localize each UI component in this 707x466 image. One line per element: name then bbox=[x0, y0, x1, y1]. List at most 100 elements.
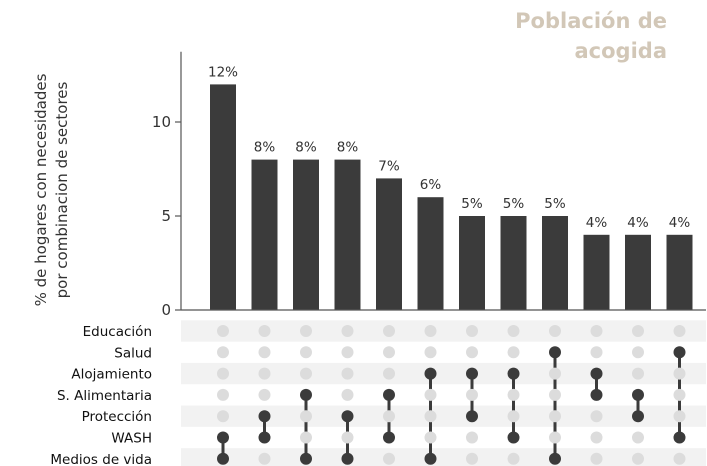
matrix-dot-active bbox=[549, 452, 561, 465]
matrix-dot-active bbox=[507, 367, 520, 380]
set-label: Educación bbox=[83, 324, 152, 340]
bar-value-label: 5% bbox=[503, 196, 525, 212]
matrix-dot-inactive bbox=[549, 325, 561, 337]
set-label: Salud bbox=[114, 345, 152, 361]
matrix-dot-inactive bbox=[507, 410, 520, 423]
bar-value-label: 4% bbox=[586, 215, 608, 231]
set-label: Medios de vida bbox=[50, 452, 152, 466]
matrix-dot-inactive bbox=[341, 388, 354, 401]
bar bbox=[542, 216, 568, 310]
matrix-dot-inactive bbox=[632, 346, 644, 359]
matrix-dot-inactive bbox=[258, 367, 271, 380]
matrix-dot-inactive bbox=[300, 367, 312, 380]
matrix-dot-inactive bbox=[466, 388, 478, 401]
matrix-dot-inactive bbox=[507, 325, 520, 337]
bars-group bbox=[210, 84, 693, 311]
matrix-dot-inactive bbox=[258, 325, 271, 337]
matrix-dot-active bbox=[258, 431, 271, 444]
matrix-dot-inactive bbox=[217, 410, 229, 423]
matrix-dot-inactive bbox=[300, 346, 312, 359]
matrix-dot-inactive bbox=[673, 325, 686, 337]
matrix-dot-inactive bbox=[424, 346, 437, 359]
matrix-dot-inactive bbox=[632, 325, 644, 337]
matrix-dot-inactive bbox=[341, 431, 354, 444]
set-label: Alojamiento bbox=[71, 367, 152, 383]
matrix-dot-inactive bbox=[300, 431, 312, 444]
matrix-dot-inactive bbox=[383, 346, 395, 359]
matrix-dot-active bbox=[466, 410, 478, 423]
matrix-dot-inactive bbox=[217, 346, 229, 359]
bar bbox=[334, 159, 361, 310]
bar bbox=[625, 234, 651, 310]
y-axis-label-line-1: % de hogares con necesidades bbox=[32, 73, 50, 306]
set-label: WASH bbox=[111, 431, 152, 447]
matrix-dot-inactive bbox=[258, 388, 271, 401]
matrix-dot-active bbox=[258, 410, 271, 423]
y-tick-label: 5 bbox=[161, 207, 171, 225]
bar-value-label: 12% bbox=[208, 64, 238, 80]
matrix-dot-active bbox=[673, 431, 686, 444]
bar bbox=[500, 216, 527, 310]
y-axis-label-line-2: por combinacion de sectores bbox=[53, 81, 71, 298]
matrix-dot-active bbox=[383, 431, 395, 444]
bar-value-label: 7% bbox=[378, 158, 400, 174]
bar bbox=[210, 84, 236, 311]
matrix-dot-inactive bbox=[466, 452, 478, 465]
chart-title-line-1: Población de bbox=[515, 9, 667, 33]
matrix-dot-inactive bbox=[383, 325, 395, 337]
matrix-stripes bbox=[181, 320, 706, 466]
matrix-dot-inactive bbox=[383, 367, 395, 380]
matrix-dot-active bbox=[632, 388, 644, 401]
matrix-dot-active bbox=[424, 367, 437, 380]
matrix-dot-inactive bbox=[424, 431, 437, 444]
chart-title: Población de acogida bbox=[447, 6, 667, 66]
matrix-dot-inactive bbox=[673, 452, 686, 465]
matrix-dot-active bbox=[383, 388, 395, 401]
matrix-dot-inactive bbox=[549, 410, 561, 423]
matrix-stripe bbox=[181, 362, 706, 385]
matrix-dot-inactive bbox=[383, 452, 395, 465]
matrix-stripe bbox=[181, 448, 706, 466]
matrix-dot-inactive bbox=[341, 367, 354, 380]
matrix-dot-inactive bbox=[673, 410, 686, 423]
matrix-dot-inactive bbox=[632, 367, 644, 380]
bar-value-label: 4% bbox=[627, 215, 649, 231]
matrix-group bbox=[217, 325, 686, 465]
bar bbox=[376, 178, 402, 310]
matrix-dot-inactive bbox=[258, 346, 271, 359]
matrix-dot-inactive bbox=[466, 346, 478, 359]
matrix-dot-inactive bbox=[383, 410, 395, 423]
chart-title-line-2: acogida bbox=[574, 39, 667, 63]
matrix-dot-inactive bbox=[341, 346, 354, 359]
bar bbox=[459, 216, 485, 310]
matrix-dot-inactive bbox=[507, 452, 520, 465]
matrix-dot-active bbox=[300, 452, 312, 465]
matrix-dot-inactive bbox=[507, 346, 520, 359]
matrix-dot-inactive bbox=[632, 452, 644, 465]
y-tick-label: 10 bbox=[152, 113, 171, 131]
bar bbox=[666, 234, 693, 310]
matrix-dot-inactive bbox=[424, 325, 437, 337]
bar bbox=[251, 159, 278, 310]
matrix-dot-active bbox=[466, 367, 478, 380]
matrix-stripe bbox=[181, 405, 706, 427]
bar-value-label: 8% bbox=[295, 140, 317, 156]
bar bbox=[417, 197, 444, 310]
set-label: S. Alimentaria bbox=[57, 388, 152, 404]
matrix-dot-inactive bbox=[424, 410, 437, 423]
matrix-dot-active bbox=[549, 346, 561, 359]
matrix-dot-inactive bbox=[549, 388, 561, 401]
matrix-dot-active bbox=[217, 431, 229, 444]
matrix-dot-inactive bbox=[549, 367, 561, 380]
matrix-dot-active bbox=[300, 388, 312, 401]
matrix-dot-active bbox=[217, 452, 229, 465]
matrix-dot-inactive bbox=[217, 325, 229, 337]
matrix-dot-inactive bbox=[300, 410, 312, 423]
matrix-dot-active bbox=[632, 410, 644, 423]
matrix-dot-inactive bbox=[507, 388, 520, 401]
matrix-dot-inactive bbox=[590, 325, 603, 337]
matrix-dot-active bbox=[341, 452, 354, 465]
bar-value-label: 8% bbox=[254, 140, 276, 156]
matrix-dot-inactive bbox=[590, 410, 603, 423]
